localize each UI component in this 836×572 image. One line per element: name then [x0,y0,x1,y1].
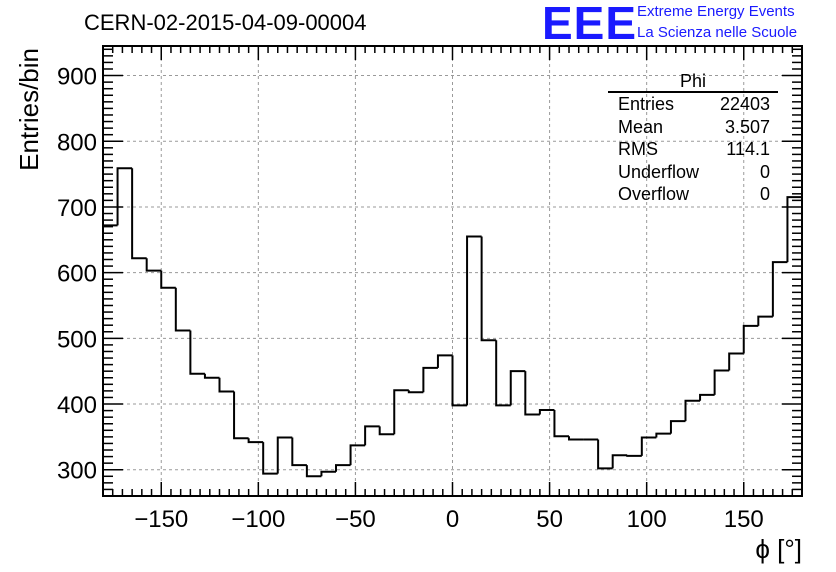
histogram-bin [553,409,569,438]
x-tick-label: −100 [231,506,285,533]
stats-row-mean: Mean 3.507 [608,116,778,139]
grid-lines [103,46,802,496]
histogram-bin [174,287,191,332]
histogram-bin [436,354,453,368]
histogram-bin [640,436,657,456]
y-tick-label: 500 [57,326,97,353]
histogram-bin [728,352,744,371]
chart-title: CERN-02-2015-04-09-00004 [84,10,367,35]
x-tick-label: 150 [724,506,764,533]
y-tick-label: 700 [57,195,97,222]
histogram-bars [103,167,803,496]
histogram-bin [276,436,293,474]
stats-box: Phi Entries 22403 Mean 3.507 RMS 114.1 U… [608,72,778,206]
stats-row-entries: Entries 22403 [608,93,778,116]
histogram-bin [349,444,366,466]
histogram-bin [684,399,701,422]
histogram-bin [538,408,555,415]
histogram-bin [233,391,249,440]
histogram-bin [320,470,336,477]
stats-label: RMS [618,139,658,159]
y-tick-label: 800 [57,129,97,156]
histogram-bin [422,366,438,393]
plot-frame [102,45,803,497]
histogram-bin [568,436,584,441]
stats-label: Underflow [618,161,700,182]
eee-logo: EEE [542,0,638,49]
histogram-bin [713,369,730,395]
y-tick-label: 900 [57,64,97,91]
histogram-bin [131,168,147,260]
x-tick-label: 50 [536,506,563,533]
x-tick-label: −150 [134,506,188,533]
histogram-bin [262,442,278,475]
stats-value: 3.507 [724,116,770,137]
stats-value: 0 [759,184,770,204]
histogram-bin [335,464,351,472]
tick-labels: −150 −100 −50 0 50 100 150 300 400 500 600 700 800 90… [57,64,764,533]
x-tick-label: 100 [627,506,667,533]
stats-row-rms: RMS 114.1 [608,138,778,161]
histogram-bin [597,439,613,470]
histogram-bin [407,390,424,394]
histogram-bin [393,389,409,435]
histogram-bin [291,437,307,467]
histogram-bin [160,270,176,289]
y-axis-label: Entries/bin [14,48,44,171]
logo-subtitle-2: La Scienza nelle Scuole [637,24,798,41]
histogram-bin [480,236,497,342]
histogram-bin [509,370,526,406]
histogram-bin [626,454,642,457]
stats-title: Phi [608,72,778,93]
histogram-bin [116,167,133,226]
histogram-bin [771,261,788,317]
stats-row-underflow: Underflow 0 [608,161,778,184]
histogram-bin [247,438,264,444]
y-tick-label: 400 [57,392,97,419]
axis-ticks [103,46,802,496]
histogram-bin [203,373,220,379]
histogram-bin [524,371,540,416]
histogram-bin [611,454,628,469]
histogram-bin [218,377,235,393]
stats-label: Overflow [618,184,690,204]
stats-label: Entries [618,94,675,114]
histogram-bin [378,426,395,436]
histogram-bin [305,465,322,478]
histogram-bin [757,315,773,326]
x-tick-label: 0 [446,506,459,533]
stats-value: 114.1 [726,139,770,159]
stats-value: 22403 [719,94,770,114]
histogram-bin [655,432,671,438]
stats-row-overflow: Overflow 0 [608,183,778,206]
x-axis-label: ϕ [°] [755,534,802,564]
histogram-bin [466,235,482,406]
histogram-bin [669,420,686,434]
y-tick-label: 300 [57,458,97,485]
histogram-bin [742,324,759,354]
histogram-bin [699,393,715,401]
histogram-bin [786,196,802,263]
histogram-bin [495,340,511,407]
stats-value: 0 [759,161,770,182]
histogram-bin [364,425,380,446]
histogram-bin [451,355,468,407]
histogram-bin [145,258,162,272]
stats-label: Mean [618,116,664,137]
y-tick-label: 600 [57,261,97,288]
logo-subtitle-1: Extreme Energy Events [637,3,795,20]
histogram-bin [189,330,205,375]
x-tick-label: −50 [335,506,376,533]
